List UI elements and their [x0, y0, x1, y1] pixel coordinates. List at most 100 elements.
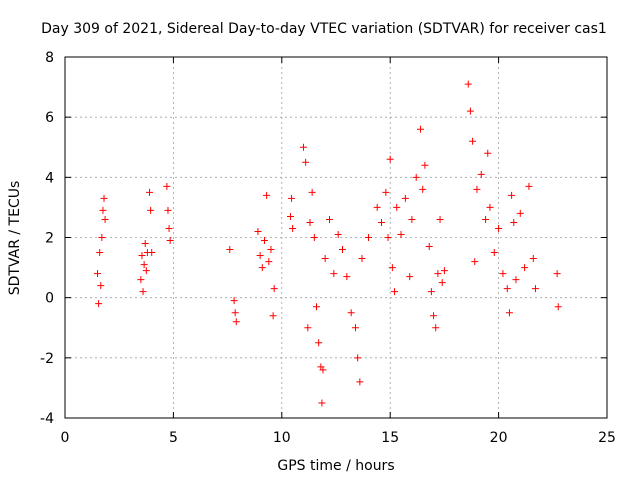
data-point	[378, 218, 386, 226]
y-tick-label: -2	[40, 351, 54, 367]
data-point	[98, 234, 106, 241]
data-point	[318, 399, 326, 407]
data-point	[310, 234, 318, 241]
grid-lines	[65, 57, 607, 418]
x-tick-label: 15	[381, 430, 399, 446]
data-point	[436, 215, 444, 223]
data-point	[256, 252, 264, 260]
axis-ticks: 0 5 10 15 20 25 -4 -2 0 2 4 6 8	[40, 50, 616, 446]
data-point	[321, 255, 329, 263]
data-point	[99, 206, 107, 214]
data-point	[510, 218, 518, 226]
data-point	[417, 125, 425, 133]
data-point	[148, 249, 156, 257]
data-point	[140, 261, 148, 269]
data-point	[147, 206, 155, 214]
y-tick-label: 6	[45, 110, 54, 126]
data-point	[258, 264, 266, 272]
data-point	[499, 270, 507, 278]
data-point	[495, 224, 503, 232]
data-point	[356, 378, 364, 386]
data-point	[95, 300, 103, 308]
data-point	[288, 194, 296, 202]
x-tick-label: 0	[61, 430, 70, 446]
data-point	[142, 267, 150, 275]
data-point	[312, 303, 320, 311]
data-point	[521, 264, 529, 272]
data-point	[306, 218, 314, 226]
data-point	[231, 309, 239, 317]
data-point	[508, 191, 516, 199]
data-point	[482, 215, 490, 223]
data-point	[391, 288, 399, 296]
data-point	[94, 270, 102, 278]
data-point	[473, 185, 481, 193]
data-point	[516, 209, 524, 217]
data-point	[358, 255, 366, 263]
data-point	[270, 285, 278, 293]
data-point	[427, 288, 435, 296]
y-tick-label: 0	[45, 291, 54, 307]
data-point	[97, 282, 105, 290]
data-point	[308, 188, 316, 196]
data-point	[254, 227, 262, 235]
data-point	[438, 279, 446, 287]
data-point	[531, 285, 539, 293]
data-point	[265, 258, 273, 266]
data-points	[94, 80, 562, 407]
data-point	[319, 366, 327, 374]
y-tick-label: 4	[45, 170, 54, 186]
data-point	[397, 230, 405, 238]
data-point	[464, 80, 472, 88]
data-point	[490, 249, 498, 257]
data-point	[138, 252, 146, 260]
data-point	[354, 354, 362, 362]
data-point	[299, 143, 307, 151]
data-point	[96, 249, 104, 257]
data-point	[101, 215, 109, 223]
data-point	[471, 258, 479, 266]
x-tick-label: 25	[598, 430, 616, 446]
data-point	[267, 246, 275, 254]
y-tick-label: 2	[45, 231, 54, 247]
data-point	[408, 215, 416, 223]
data-point	[486, 203, 494, 211]
data-point	[440, 267, 448, 275]
y-tick-label: 8	[45, 50, 54, 66]
data-point	[146, 188, 154, 196]
data-point	[382, 188, 390, 196]
chart-title: Day 309 of 2021, Sidereal Day-to-day VTE…	[41, 21, 607, 37]
data-point	[477, 170, 485, 178]
data-point	[553, 270, 561, 278]
data-point	[466, 107, 474, 115]
data-point	[525, 182, 533, 190]
data-point	[388, 264, 396, 272]
data-point	[505, 309, 513, 317]
data-point	[469, 137, 477, 145]
data-point	[401, 194, 409, 202]
data-point	[286, 212, 294, 220]
data-point	[304, 324, 312, 332]
data-point	[263, 191, 271, 199]
x-tick-label: 20	[490, 430, 508, 446]
data-point	[137, 276, 145, 284]
data-point	[163, 182, 171, 190]
data-point	[339, 246, 347, 254]
data-point	[365, 234, 373, 241]
data-point	[260, 237, 268, 245]
data-point	[373, 203, 381, 211]
data-point	[100, 194, 108, 202]
data-point	[325, 215, 333, 223]
data-point	[425, 243, 433, 251]
data-point	[393, 203, 401, 211]
data-point	[330, 270, 338, 278]
data-point	[166, 237, 174, 245]
data-point	[343, 273, 351, 281]
data-point	[230, 297, 238, 305]
data-point	[503, 285, 511, 293]
data-point	[226, 246, 234, 254]
data-point	[164, 206, 172, 214]
data-point	[421, 161, 429, 169]
data-point	[484, 149, 492, 157]
